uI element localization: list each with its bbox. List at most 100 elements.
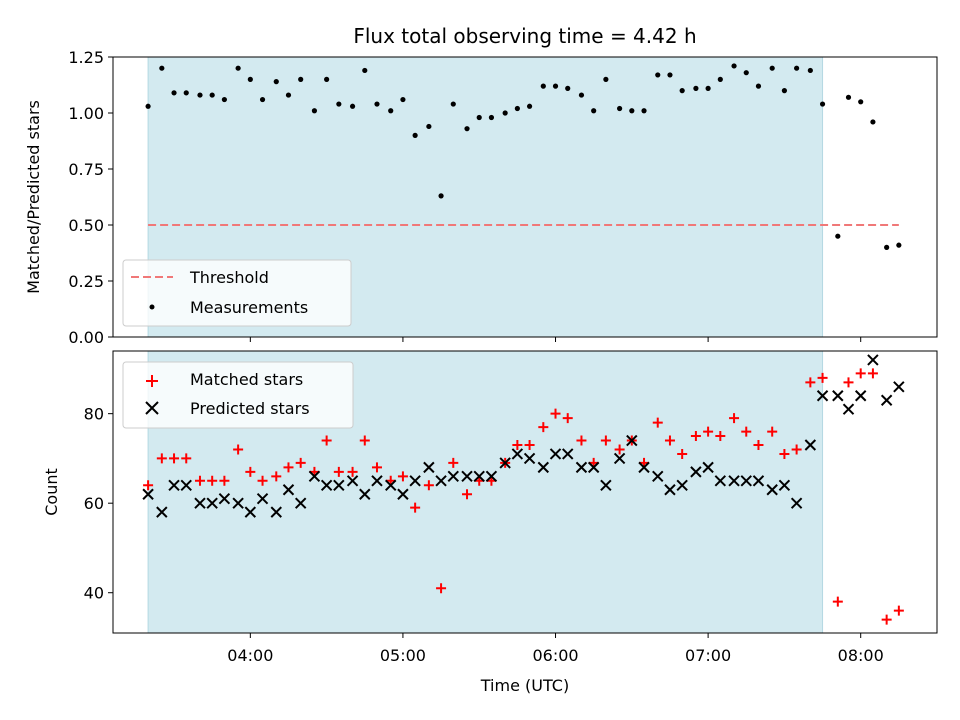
matched-stars-point <box>562 413 573 424</box>
predicted-stars-point <box>308 470 321 483</box>
x-tick-label: 07:00 <box>685 646 731 665</box>
predicted-stars-point <box>156 506 168 518</box>
matched-stars-point <box>753 440 764 450</box>
matched-stars-point <box>181 453 192 464</box>
matched-stars-point <box>271 471 282 482</box>
measurement-point <box>731 63 737 69</box>
matched-stars-point <box>867 368 878 379</box>
measurement-point <box>412 132 418 138</box>
predicted-stars-point <box>664 484 676 496</box>
predicted-stars-point <box>613 452 626 465</box>
predicted-stars-point <box>270 506 282 518</box>
y-tick-label: 1.00 <box>68 104 104 123</box>
predicted-stars-point <box>333 479 345 491</box>
predicted-stars-point <box>435 475 447 487</box>
measurement-point <box>488 114 495 121</box>
predicted-stars-point <box>385 479 397 491</box>
predicted-stars-point <box>371 475 383 487</box>
matched-stars-point <box>767 426 778 437</box>
top-plot-frame <box>112 56 938 338</box>
measurement-point <box>526 103 533 109</box>
matched-stars-point <box>359 435 370 446</box>
measurement-point <box>259 96 266 103</box>
measurement-point <box>464 126 470 132</box>
measurement-point <box>362 67 368 74</box>
matched-stars-point <box>321 435 332 446</box>
matched-stars-point <box>347 466 358 477</box>
matched-stars-point <box>576 435 587 446</box>
predicted-stars-point <box>537 461 550 474</box>
matched-stars-point <box>703 426 714 437</box>
measurement-point <box>693 85 699 91</box>
y-tick-label: 0.25 <box>68 272 104 291</box>
predicted-stars-point <box>867 354 879 366</box>
measurement-point <box>438 193 444 199</box>
matched-stars-point <box>690 431 701 442</box>
predicted-stars-point <box>740 475 752 487</box>
predicted-stars-point <box>206 497 218 509</box>
predicted-stars-point <box>842 403 855 415</box>
predicted-stars-point <box>587 461 600 474</box>
matched-stars-point <box>295 457 306 468</box>
measurement-point <box>159 65 165 71</box>
predicted-stars-point <box>562 448 574 460</box>
measurement-point <box>717 76 723 82</box>
predicted-stars-point <box>194 497 206 509</box>
x-tick-label: 06:00 <box>532 646 578 665</box>
measurement-point <box>870 119 876 125</box>
y-tick-label: 0.75 <box>68 160 104 179</box>
measurement-point <box>794 65 800 71</box>
measurement-point <box>641 108 647 114</box>
predicted-stars-point <box>359 488 371 500</box>
measurement-point <box>145 103 151 109</box>
predicted-stars-point <box>232 497 244 509</box>
legend-predicted-label: Predicted stars <box>190 399 310 418</box>
matched-stars-point <box>538 422 549 433</box>
measurement-point <box>388 108 394 114</box>
y-tick-label: 60 <box>84 494 104 513</box>
predicted-stars-point <box>256 493 269 505</box>
matched-stars-point <box>245 466 256 477</box>
measurement-point <box>197 92 203 98</box>
top-panel: 0.00 0.25 0.50 0.75 1.00 1.25 Matched/Predict… <box>24 48 938 347</box>
predicted-stars-point <box>409 475 421 487</box>
matched-stars-point <box>257 475 268 486</box>
legend-matched-label: Matched stars <box>190 370 303 389</box>
measurement-point <box>476 114 482 121</box>
x-tick-label: 04:00 <box>227 646 273 665</box>
predicted-stars-point <box>728 475 740 487</box>
measurement-point <box>781 88 788 94</box>
predicted-stars-point <box>652 470 664 483</box>
matched-stars-point <box>410 502 421 513</box>
predicted-stars-point <box>511 448 524 460</box>
predicted-stars-point <box>423 461 435 474</box>
measurement-point <box>298 76 304 82</box>
predicted-stars-point <box>816 390 829 402</box>
y-tick-label: 1.25 <box>68 48 104 67</box>
measurement-point <box>578 92 585 98</box>
measurement-point <box>324 76 330 82</box>
matched-stars-point <box>462 489 473 500</box>
matched-stars-point <box>805 377 816 388</box>
predicted-stars-point <box>752 475 765 487</box>
predicted-stars-point <box>473 470 485 483</box>
matched-stars-point <box>715 431 726 442</box>
predicted-stars-point <box>499 457 511 469</box>
matched-stars-point <box>893 605 904 616</box>
x-tick-label: 08:00 <box>838 646 884 665</box>
matched-stars-point <box>219 475 230 486</box>
matched-stars-point <box>550 408 561 419</box>
matched-stars-point <box>233 444 244 455</box>
predicted-stars-point <box>575 461 588 474</box>
matched-stars-point <box>741 426 752 437</box>
top-legend: Threshold Measurements <box>122 259 352 327</box>
measurement-point <box>502 110 508 116</box>
measurement-point <box>311 108 318 114</box>
top-y-axis-title: Matched/Predicted stars <box>24 100 43 294</box>
matched-stars-point <box>832 596 843 607</box>
predicted-stars-point <box>766 484 778 496</box>
legend-matched-swatch <box>146 375 158 387</box>
measurement-point <box>617 105 623 112</box>
bottom-y-axis-title: Count <box>42 468 61 516</box>
bottom-panel: 40 60 80 04:00 05:00 06:00 07:00 08:00 Count T… <box>42 350 938 695</box>
